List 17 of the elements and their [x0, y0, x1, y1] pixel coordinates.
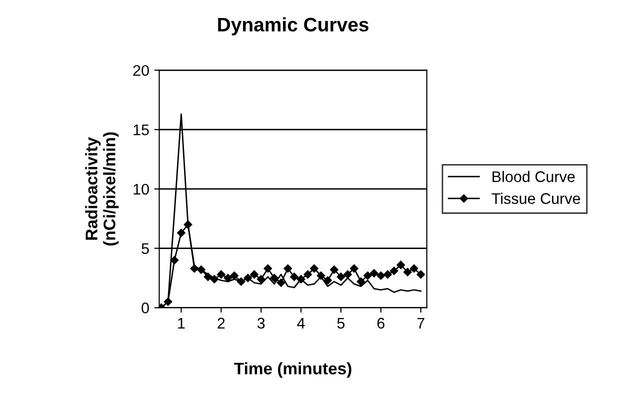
y-axis-title: Radioactivity (nCi/pixel/min) [85, 132, 119, 246]
x-tick-label: 7 [417, 318, 424, 328]
x-tick-label: 5 [337, 318, 345, 329]
y-tick-label: 5 [142, 243, 149, 254]
x-tick-label: 1 [178, 318, 185, 328]
x-tick-label: 2 [218, 318, 225, 328]
x-tick-label: 4 [297, 318, 305, 328]
legend-label: Blood Curve [492, 170, 575, 182]
y-tick-label: 10 [134, 184, 149, 195]
legend-label: Tissue Curve [492, 192, 580, 204]
x-tick-label: 3 [257, 318, 265, 329]
x-tick-label: 6 [377, 318, 384, 329]
chart-title: Dynamic Curves [218, 17, 368, 36]
x-axis-title: Time (minutes) [234, 362, 352, 378]
y-tick-label: 0 [142, 302, 149, 314]
y-tick-label: 20 [133, 65, 149, 76]
y-tick-label: 15 [134, 124, 149, 136]
